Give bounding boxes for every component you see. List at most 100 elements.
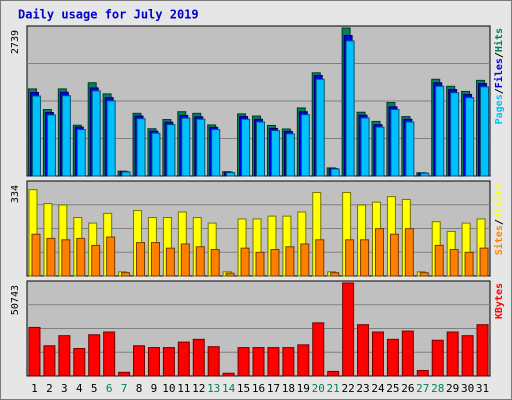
x-tick-label-day-11: 11 [177,382,190,395]
bar-sites-day-1 [31,233,41,277]
bar-pages-day-19 [300,114,310,177]
bar-kbytes-day-2 [43,345,56,377]
bar-kbytes-day-27 [416,370,429,377]
panel-bottom-legend-label: KBytes [494,283,505,319]
bar-sites-day-5 [91,244,101,277]
bar-pages-day-21 [330,168,340,177]
bar-kbytes-day-31 [476,324,489,377]
bar-kbytes-day-28 [431,339,444,377]
panel-middle-legend-label: Sites/Visits [493,183,505,255]
panel-middle-max-label: 334 [10,185,21,203]
bar-kbytes-day-6 [103,331,116,377]
bar-pages-day-9 [151,132,161,177]
bar-pages-day-16 [256,121,265,177]
bar-sites-day-23 [360,239,370,277]
x-tick-label-day-1: 1 [31,382,38,395]
bar-pages-day-15 [241,118,251,177]
bar-pages-day-20 [315,78,325,177]
bar-kbytes-day-18 [282,347,295,377]
bar-pages-day-5 [91,90,101,177]
legend-files: Files [493,58,505,88]
x-tick-label-day-19: 19 [297,382,310,395]
bar-kbytes-day-16 [252,347,265,377]
bar-kbytes-day-5 [88,334,101,377]
x-tick-label-day-25: 25 [386,382,399,395]
bar-sites-day-12 [195,246,205,277]
x-tick-label-day-2: 2 [46,382,53,395]
bar-kbytes-day-9 [147,347,160,377]
x-tick-label-day-18: 18 [282,382,295,395]
bar-pages-day-27 [420,172,430,177]
legend-sites: Sites [493,225,505,255]
bar-pages-day-29 [450,92,460,177]
bar-sites-day-22 [345,239,355,277]
bar-kbytes-day-14 [222,372,235,377]
legend-pages: Pages [494,94,505,124]
panel-middle: 334 Sites/Visits [10,180,505,277]
legend-visits: Visits [493,183,505,219]
bar-pages-day-14 [226,172,236,177]
x-tick-label-day-22: 22 [341,382,354,395]
bar-pages-day-3 [61,95,71,177]
legend-separator: / [494,219,505,225]
legend-kbytes: KBytes [494,283,505,319]
x-tick-label-day-20: 20 [312,382,325,395]
bar-sites-day-19 [300,243,310,277]
panel-bottom: 50743 KBytes [10,280,505,377]
bar-sites-day-25 [389,233,399,277]
bar-pages-day-2 [46,114,56,177]
x-tick-label-day-28: 28 [431,382,444,395]
bar-sites-day-29 [449,249,459,277]
x-tick-label-day-24: 24 [371,382,385,395]
x-tick-label-day-29: 29 [446,382,459,395]
bar-kbytes-day-22 [342,282,355,377]
bar-kbytes-day-4 [73,348,86,377]
bar-sites-day-4 [76,237,86,277]
bar-sites-day-3 [61,239,71,277]
bar-pages-day-25 [390,109,400,177]
bar-sites-day-18 [285,246,295,277]
bar-pages-day-18 [285,133,295,177]
bar-kbytes-day-13 [207,346,220,377]
bar-pages-day-23 [360,117,370,177]
x-tick-label-day-6: 6 [106,382,113,395]
chart-panels: 2739Pages/Files/Hits334Sites/Visits50743… [10,25,505,395]
x-tick-label-day-15: 15 [237,382,250,395]
bar-sites-day-6 [106,236,116,277]
bar-kbytes-day-23 [357,324,370,377]
bar-pages-day-26 [405,121,415,177]
bar-sites-day-8 [136,242,146,277]
x-tick-label-day-26: 26 [401,382,414,395]
bar-kbytes-day-30 [461,335,474,377]
x-tick-label-day-3: 3 [61,382,68,395]
legend-separator: / [494,88,505,94]
x-tick-label-day-5: 5 [91,382,98,395]
bar-sites-day-13 [210,249,220,277]
x-tick-label-day-8: 8 [136,382,143,395]
bar-kbytes-day-26 [401,330,414,377]
x-tick-label-day-10: 10 [162,382,175,395]
bar-kbytes-day-25 [386,338,399,377]
bar-sites-day-10 [165,247,175,277]
bar-sites-day-11 [180,243,190,277]
legend-separator: / [494,52,505,58]
bar-kbytes-day-29 [446,331,459,377]
chart-title: Daily usage for July 2019 [18,8,199,22]
bar-pages-day-24 [375,126,385,177]
bar-kbytes-day-1 [28,326,41,377]
x-tick-label-day-9: 9 [151,382,158,395]
bar-sites-day-7 [121,272,131,277]
x-tick-label-day-23: 23 [356,382,369,395]
bar-sites-day-27 [419,272,429,277]
bar-sites-day-31 [479,247,489,277]
panel-bottom-max-label: 50743 [10,285,21,315]
bar-sites-day-15 [240,247,250,277]
bar-kbytes-day-20 [312,322,325,377]
bar-pages-day-13 [211,129,221,177]
x-tick-label-day-13: 13 [207,382,220,395]
bar-kbytes-day-17 [267,347,280,377]
bar-pages-day-4 [76,129,86,177]
bar-sites-day-26 [404,228,414,277]
bar-sites-day-28 [434,244,444,277]
